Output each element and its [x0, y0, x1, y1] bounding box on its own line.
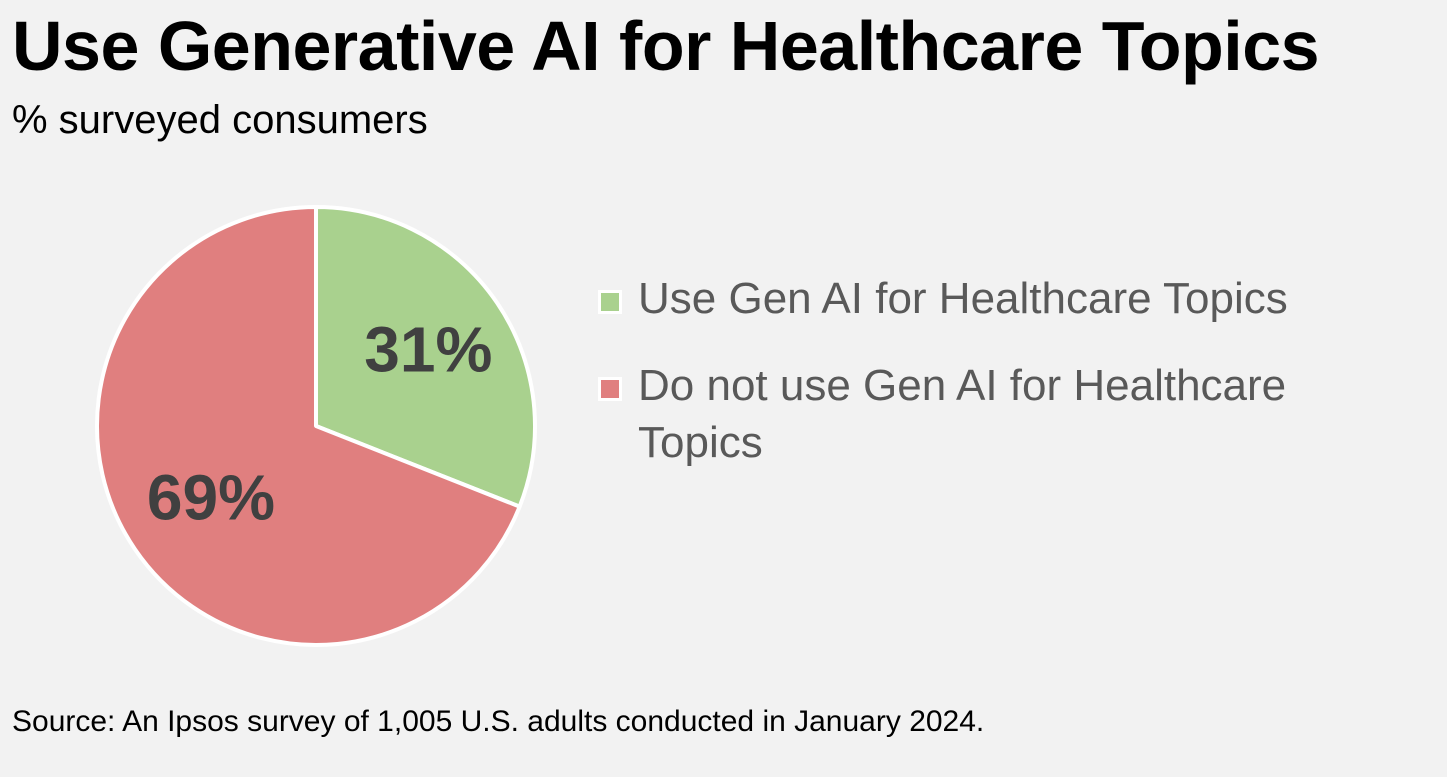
- legend-swatch-use: [598, 290, 622, 314]
- legend-label-do-not-use: Do not use Gen AI for Healthcare Topics: [638, 361, 1287, 468]
- pie-slice-use: [314, 205, 537, 509]
- legend-item-do-not-use: Do not use Gen AI for Healthcare Topics: [598, 357, 1418, 471]
- chart-legend: Use Gen AI for Healthcare Topics Do not …: [598, 270, 1418, 502]
- legend-label-use: Use Gen AI for Healthcare Topics: [638, 274, 1288, 323]
- chart-subtitle: % surveyed consumers: [12, 98, 428, 142]
- data-label-do-not-use: 69%: [147, 461, 275, 533]
- pie-slices: [95, 205, 537, 647]
- pie-chart: 31% 69%: [95, 205, 537, 647]
- legend-item-use: Use Gen AI for Healthcare Topics: [598, 270, 1418, 327]
- pie-slice-do-not-use: [95, 205, 522, 647]
- pie-data-labels: 31% 69%: [147, 314, 492, 534]
- source-note: Source: An Ipsos survey of 1,005 U.S. ad…: [12, 705, 985, 738]
- legend-swatch-do-not-use: [598, 377, 622, 402]
- data-label-use: 31%: [364, 314, 492, 386]
- chart-title: Use Generative AI for Healthcare Topics: [12, 7, 1320, 85]
